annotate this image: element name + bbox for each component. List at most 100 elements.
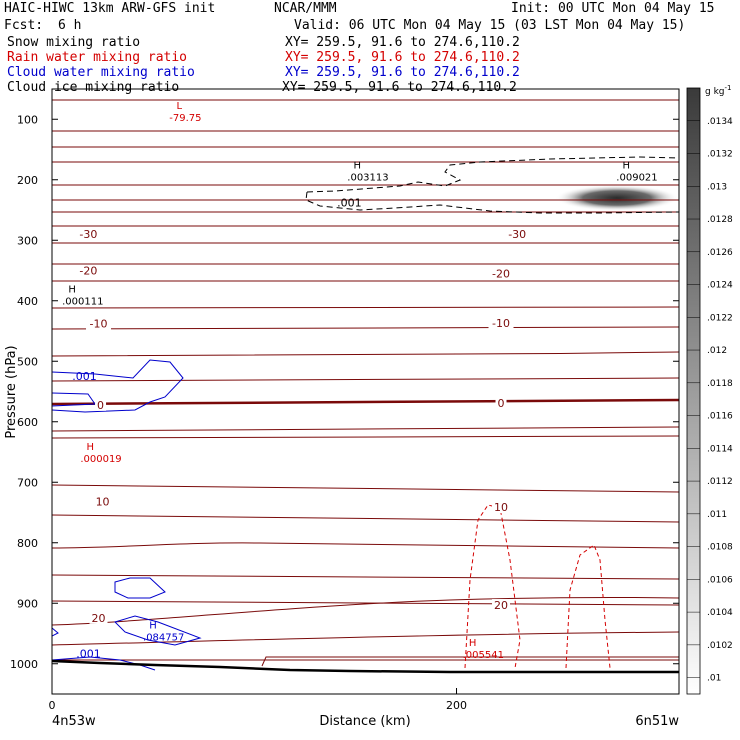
- contour-label: .001: [76, 647, 101, 660]
- isotherm-label-bg: [488, 317, 514, 330]
- extremum-value: .005541: [463, 650, 504, 661]
- colorbar-label: .0128: [707, 215, 733, 225]
- y-tick-label: 600: [17, 416, 38, 429]
- isotherm-label: 20: [92, 612, 106, 625]
- contour-label: .001: [337, 197, 362, 210]
- isotherm-label-bg: [95, 398, 107, 411]
- field-cloudice-xy: XY= 259.5, 91.6 to 274.6,110.2: [282, 80, 517, 95]
- extremum-marker: H: [354, 160, 362, 171]
- field-cloudwater-name: Cloud water mixing ratio: [7, 65, 195, 80]
- field-cloudwater-xy: XY= 259.5, 91.6 to 274.6,110.2: [285, 65, 520, 80]
- colorbar-label: .012: [707, 346, 727, 356]
- extremum-value: .009021: [616, 172, 657, 183]
- snow-contour-lower: [305, 191, 679, 214]
- isotherm-label: 10: [96, 496, 110, 509]
- colorbar-label: .013: [707, 182, 727, 192]
- contour-label: .001: [72, 370, 97, 383]
- extremum-marker: H: [623, 160, 631, 171]
- x-right-endpoint: 6n51w: [635, 714, 679, 729]
- cloud-ice-max-shading: [555, 185, 679, 211]
- field-snow-name: Snow mixing ratio: [7, 35, 141, 50]
- isotherm-label-bg: [495, 396, 507, 409]
- y-tick-label: 700: [17, 476, 38, 489]
- colorbar-label: .0108: [707, 543, 733, 553]
- isotherm-label-bg: [93, 495, 112, 508]
- isotherm-label: -30: [508, 228, 526, 241]
- y-tick-label: 300: [17, 234, 38, 247]
- header-fcst-value: 6 h: [58, 18, 82, 33]
- isotherm-label: 0: [97, 399, 104, 412]
- extremum-marker: L: [177, 101, 183, 112]
- x-tick-label: 0: [49, 699, 56, 712]
- plot-frame: [51, 88, 680, 695]
- y-tick-label: 100: [17, 113, 38, 126]
- rain-contours: [464, 504, 611, 669]
- isotherm-label-bg: [75, 264, 101, 277]
- isotherm-label: -20: [492, 268, 510, 281]
- snow-contour: [306, 156, 679, 193]
- isotherm-label-bg: [492, 501, 511, 514]
- cloud-water-contours: [52, 359, 202, 671]
- colorbar-label: .0106: [707, 575, 733, 585]
- extremum-marker: H: [87, 442, 95, 453]
- isotherm-label-bg: [75, 228, 101, 241]
- field-rain-name: Rain water mixing ratio: [7, 50, 188, 65]
- field-cloudice-name: Cloud ice mixing ratio: [7, 80, 180, 95]
- colorbar: [686, 87, 701, 695]
- extremum-value: .000019: [80, 454, 121, 465]
- extremum-value: -79.75: [169, 113, 201, 124]
- isotherm-label: -10: [90, 318, 108, 331]
- isotherm-lines: [52, 99, 679, 667]
- header-model: HAIC-HIWC 13km ARW-GFS init: [4, 1, 216, 16]
- colorbar-unit: g kg-1: [705, 84, 731, 97]
- y-tick-label: 200: [17, 174, 38, 187]
- extremum-value: .000111: [62, 297, 103, 308]
- colorbar-label: .0102: [707, 641, 733, 651]
- header-fcst-label: Fcst:: [4, 18, 44, 33]
- colorbar-label: .0104: [707, 608, 733, 618]
- isotherm-label-bg: [89, 611, 108, 624]
- y-tick-label: 1000: [10, 658, 38, 671]
- colorbar-label: .0126: [707, 248, 733, 258]
- colorbar-label: .0132: [707, 150, 733, 160]
- contour-labels: -30 -30-20 -20-10 -100 010 102020L-79.75H.003…: [62, 101, 658, 661]
- colorbar-label: .0134: [707, 117, 733, 127]
- colorbar-ticks: .01 .0102 .0104 .0106 .0108 .011 .0112 .0114 .01…: [687, 117, 733, 684]
- extremum-marker: H: [149, 620, 157, 631]
- freezing-level-line: [52, 398, 679, 406]
- y-tick-label: 500: [17, 355, 38, 368]
- isotherm-label-bg: [86, 317, 112, 330]
- isotherm-label-bg: [492, 599, 511, 612]
- colorbar-label: .0124: [707, 281, 733, 291]
- y-tick-label: 400: [17, 295, 38, 308]
- isotherm-label: -20: [79, 265, 97, 278]
- x-tick-label: 200: [446, 699, 467, 712]
- x-axis-label: Distance (km): [319, 714, 410, 729]
- x-left-endpoint: 4n53w: [52, 714, 96, 729]
- isotherm-label-bg: [488, 267, 514, 280]
- extremum-marker: H: [469, 638, 477, 649]
- colorbar-label: .0114: [707, 444, 733, 454]
- colorbar-label: .0112: [707, 477, 733, 487]
- colorbar-label: .0118: [707, 379, 733, 389]
- isotherm-label-bg: [504, 228, 530, 241]
- colorbar-label: .011: [707, 510, 727, 520]
- y-tick-label: 800: [17, 537, 38, 550]
- extremum-marker: H: [68, 285, 76, 296]
- header-org: NCAR/MMM: [274, 1, 337, 16]
- header-valid: Valid: 06 UTC Mon 04 May 15 (03 LST Mon …: [294, 18, 686, 33]
- terrain-line: [52, 659, 679, 674]
- y-axis-label: Pressure (hPa): [4, 345, 19, 438]
- y-tick-label: 900: [17, 597, 38, 610]
- extremum-value: .084757: [143, 632, 184, 643]
- isotherm-label: 0: [498, 397, 505, 410]
- header-init: Init: 00 UTC Mon 04 May 15: [511, 1, 715, 16]
- x-axis: 0 200: [49, 688, 467, 712]
- field-rain-xy: XY= 259.5, 91.6 to 274.6,110.2: [285, 50, 520, 65]
- field-snow-xy: XY= 259.5, 91.6 to 274.6,110.2: [285, 35, 520, 50]
- isotherm-label: 10: [494, 501, 508, 514]
- isotherm-label: -30: [79, 228, 97, 241]
- isotherm-label: -10: [492, 317, 510, 330]
